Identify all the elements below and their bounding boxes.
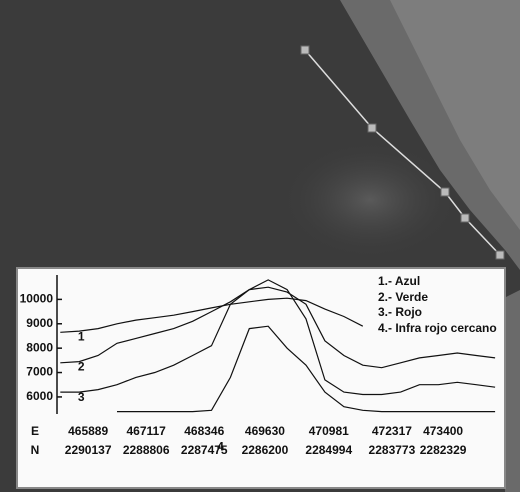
x2-tick-label: 2286200 bbox=[242, 443, 289, 457]
transect-point bbox=[368, 124, 376, 132]
y-tick-label: 10000 bbox=[20, 292, 54, 306]
legend-entry: 3.- Rojo bbox=[378, 305, 498, 321]
y-tick-label: 6000 bbox=[26, 389, 53, 403]
x-tick-label: 467117 bbox=[126, 424, 166, 438]
legend-entry: 4.- Infra rojo cercano bbox=[378, 321, 498, 337]
series-label: 2 bbox=[78, 360, 85, 374]
x-tick-label: 465889 bbox=[68, 424, 108, 438]
series-label: 1 bbox=[78, 329, 85, 343]
transect-point bbox=[496, 251, 504, 259]
y-tick-label: 7000 bbox=[26, 365, 53, 379]
y-tick-label: 9000 bbox=[26, 316, 53, 330]
legend-entry: 2.- Verde bbox=[378, 290, 498, 306]
series-label: 3 bbox=[78, 390, 85, 404]
x-axis-label: E bbox=[31, 424, 39, 438]
x2-tick-label: 2290137 bbox=[65, 443, 112, 457]
x-tick-label: 469630 bbox=[245, 424, 285, 438]
x-tick-label: 472317 bbox=[372, 424, 412, 438]
x2-tick-label: 2283773 bbox=[369, 443, 416, 457]
screenshot: 6000 7000 8000 9000 10000 465889 2290137 467117… bbox=[0, 0, 520, 492]
transect-point bbox=[441, 188, 449, 196]
x2-tick-label: 2282329 bbox=[420, 443, 467, 457]
legend-entry: 1.- Azul bbox=[378, 274, 498, 290]
x-tick-label: 473400 bbox=[423, 424, 463, 438]
x2-tick-label: 2288806 bbox=[123, 443, 170, 457]
x2-tick-label: 2284994 bbox=[305, 443, 352, 457]
x2-axis-label: N bbox=[31, 443, 40, 457]
chart: 6000 7000 8000 9000 10000 465889 2290137 467117… bbox=[0, 0, 520, 492]
x-tick-label: 468346 bbox=[184, 424, 224, 438]
transect-point bbox=[461, 214, 469, 222]
series-label: 4 bbox=[217, 440, 224, 454]
x-tick-label: 470981 bbox=[309, 424, 349, 438]
transect-point bbox=[301, 46, 309, 54]
y-tick-label: 8000 bbox=[26, 340, 53, 354]
